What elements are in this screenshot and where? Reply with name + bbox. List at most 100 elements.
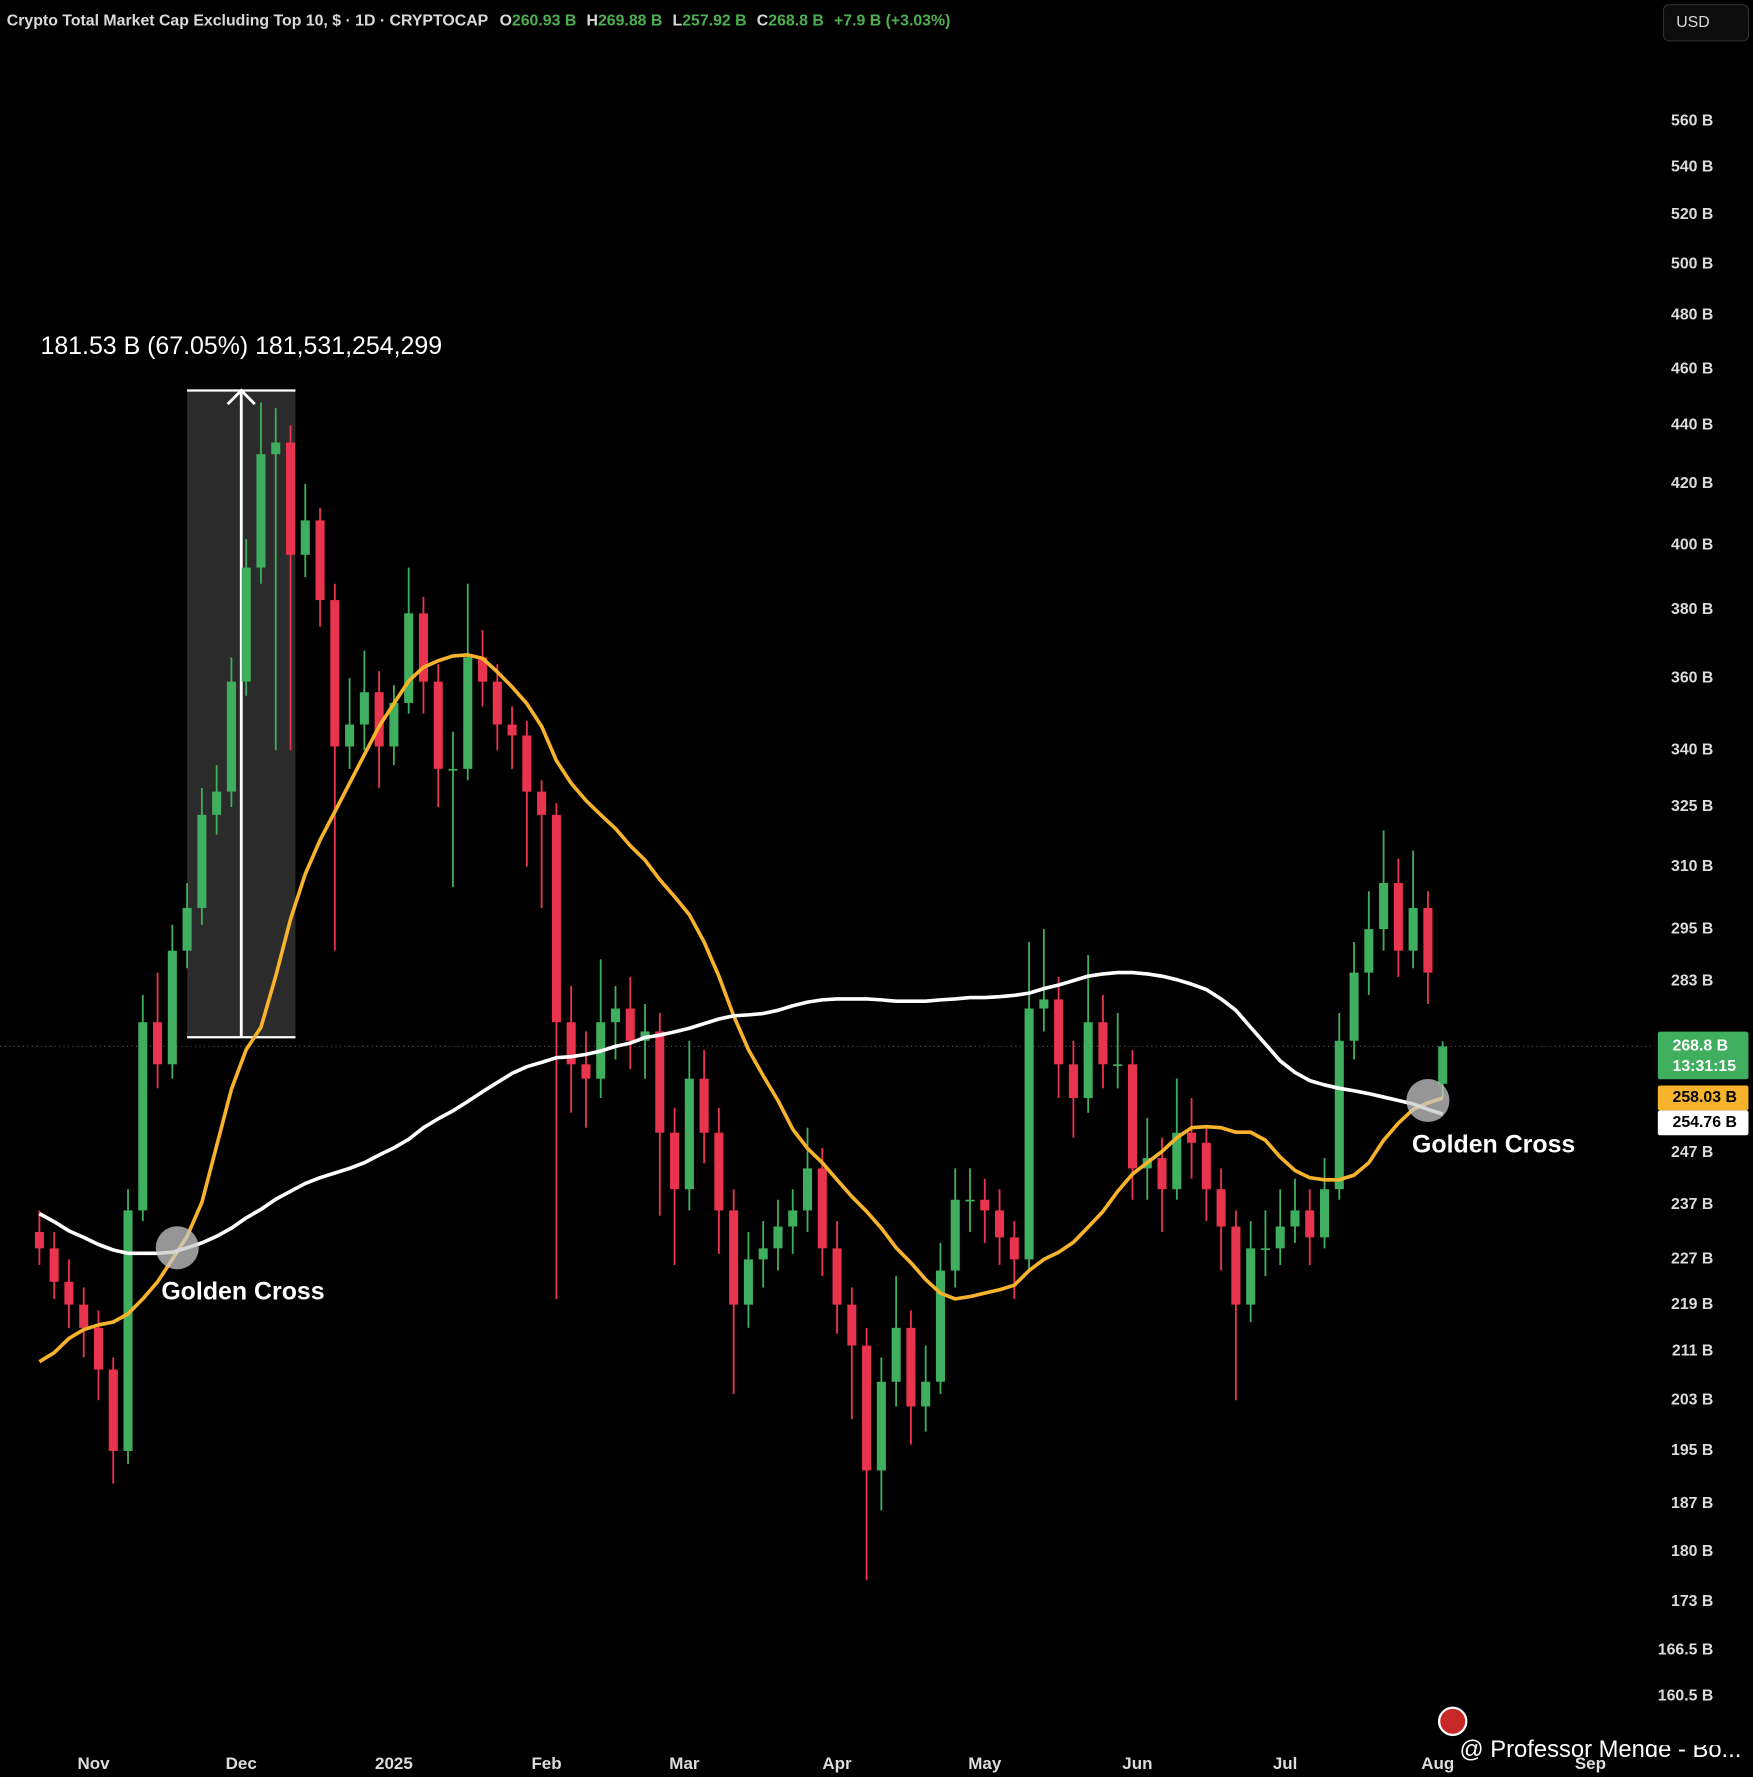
candle-body	[374, 692, 384, 747]
x-tick-label: Jul	[1273, 1754, 1298, 1773]
candle-body	[64, 1281, 74, 1305]
candle-body	[1172, 1132, 1182, 1190]
candle-body	[1083, 1022, 1093, 1099]
ohlc-value: 268.8 B	[768, 13, 824, 30]
ohlc-name: H	[586, 13, 597, 30]
candle-body	[581, 1064, 591, 1079]
price-tag-label: 268.8 B	[1673, 1038, 1729, 1055]
candle-body	[729, 1210, 739, 1305]
y-tick-label: 460 B	[1671, 360, 1713, 377]
candle-body	[714, 1132, 724, 1211]
ma-price-tag	[1657, 1085, 1749, 1111]
candle-body	[1187, 1132, 1197, 1143]
ma-line	[38, 653, 1444, 1364]
candle-body	[1290, 1210, 1300, 1227]
y-tick-label: 520 B	[1671, 206, 1713, 223]
candle-body	[817, 1168, 827, 1249]
y-tick-label: 500 B	[1671, 255, 1713, 272]
candle-body	[950, 1199, 960, 1271]
ohlc-name: O	[500, 13, 512, 30]
y-tick-label: 237 B	[1671, 1196, 1713, 1213]
y-tick-label: 219 B	[1671, 1296, 1713, 1313]
candle-body	[995, 1210, 1005, 1238]
currency-label[interactable]: USD	[1676, 14, 1709, 31]
candle-body	[566, 1022, 576, 1065]
candle-body	[1113, 1064, 1123, 1067]
candle-body	[980, 1199, 990, 1211]
candle-body	[433, 681, 443, 769]
y-tick-label: 400 B	[1671, 537, 1713, 554]
candle-body	[1246, 1248, 1256, 1305]
candle-body	[330, 600, 340, 747]
candle-body	[891, 1327, 901, 1382]
y-tick-label: 560 B	[1671, 112, 1713, 129]
candle-body	[463, 657, 473, 769]
x-tick-label: 2025	[375, 1754, 413, 1773]
y-tick-label: 166.5 B	[1658, 1641, 1714, 1658]
candle-body	[507, 724, 517, 736]
candle-body	[921, 1381, 931, 1407]
candle-body	[492, 681, 502, 725]
flag-icon	[1437, 1706, 1468, 1737]
candle-body	[537, 791, 547, 815]
y-tick-label: 180 B	[1671, 1543, 1713, 1560]
plot-area: 181.53 B (67.05%) 181,531,254,299 Golden …	[0, 332, 1655, 1581]
candle-body	[1216, 1189, 1226, 1227]
ma-price-label: 254.76 B	[1673, 1114, 1737, 1131]
candle-body	[359, 692, 369, 725]
y-tick-label: 360 B	[1671, 669, 1713, 686]
currency-button[interactable]	[1662, 4, 1750, 42]
y-tick-label: 173 B	[1671, 1593, 1713, 1610]
candle-body	[182, 907, 192, 951]
x-tick-label: Nov	[78, 1754, 111, 1773]
y-tick-label: 160.5 B	[1658, 1688, 1714, 1705]
candle-body	[108, 1369, 118, 1451]
ohlc-value: 269.88 B	[598, 13, 662, 30]
candle-body	[1349, 972, 1359, 1041]
y-tick-label: 420 B	[1671, 475, 1713, 492]
x-tick-label: Jun	[1122, 1754, 1152, 1773]
candle-body	[1068, 1064, 1078, 1099]
candle-body	[758, 1248, 768, 1260]
candle-body	[684, 1078, 694, 1190]
candle-body	[389, 702, 399, 747]
x-tick-label: Sep	[1575, 1754, 1606, 1773]
candle-body	[256, 454, 266, 568]
candle-body	[862, 1345, 872, 1471]
candle-body	[153, 1022, 163, 1065]
candle-body	[271, 442, 281, 455]
candle-body	[123, 1210, 133, 1451]
candle-body	[478, 657, 488, 682]
x-tick-label: Aug	[1421, 1754, 1454, 1773]
candle-body	[655, 1031, 665, 1133]
ohlc-name: L	[673, 13, 683, 30]
ma-price-tag	[1657, 1110, 1749, 1136]
candle-body	[315, 520, 325, 601]
candle-body	[832, 1248, 842, 1305]
annotation-label: Golden Cross	[1412, 1130, 1575, 1158]
y-tick-label: 340 B	[1671, 741, 1713, 758]
candle-body	[1379, 882, 1389, 930]
candle-body	[788, 1210, 798, 1227]
candle-body	[79, 1304, 89, 1328]
candle-body	[212, 791, 222, 815]
candle-body	[1334, 1040, 1344, 1190]
candle-body	[300, 520, 310, 555]
y-tick-label: 203 B	[1671, 1391, 1713, 1408]
candle-body	[285, 442, 296, 555]
candle-body	[522, 735, 532, 792]
candle-body	[49, 1248, 59, 1282]
candle-body	[1275, 1226, 1285, 1249]
cross-marker	[1406, 1078, 1450, 1123]
candle-body	[551, 814, 561, 1023]
candle-body	[935, 1270, 945, 1382]
candle-body	[773, 1226, 783, 1249]
candle-body	[847, 1304, 857, 1346]
ma-line	[38, 970, 1444, 1256]
candle-body	[699, 1078, 709, 1133]
candle-body	[1260, 1248, 1270, 1251]
measure-label: 181.53 B (67.05%) 181,531,254,299	[40, 332, 442, 360]
